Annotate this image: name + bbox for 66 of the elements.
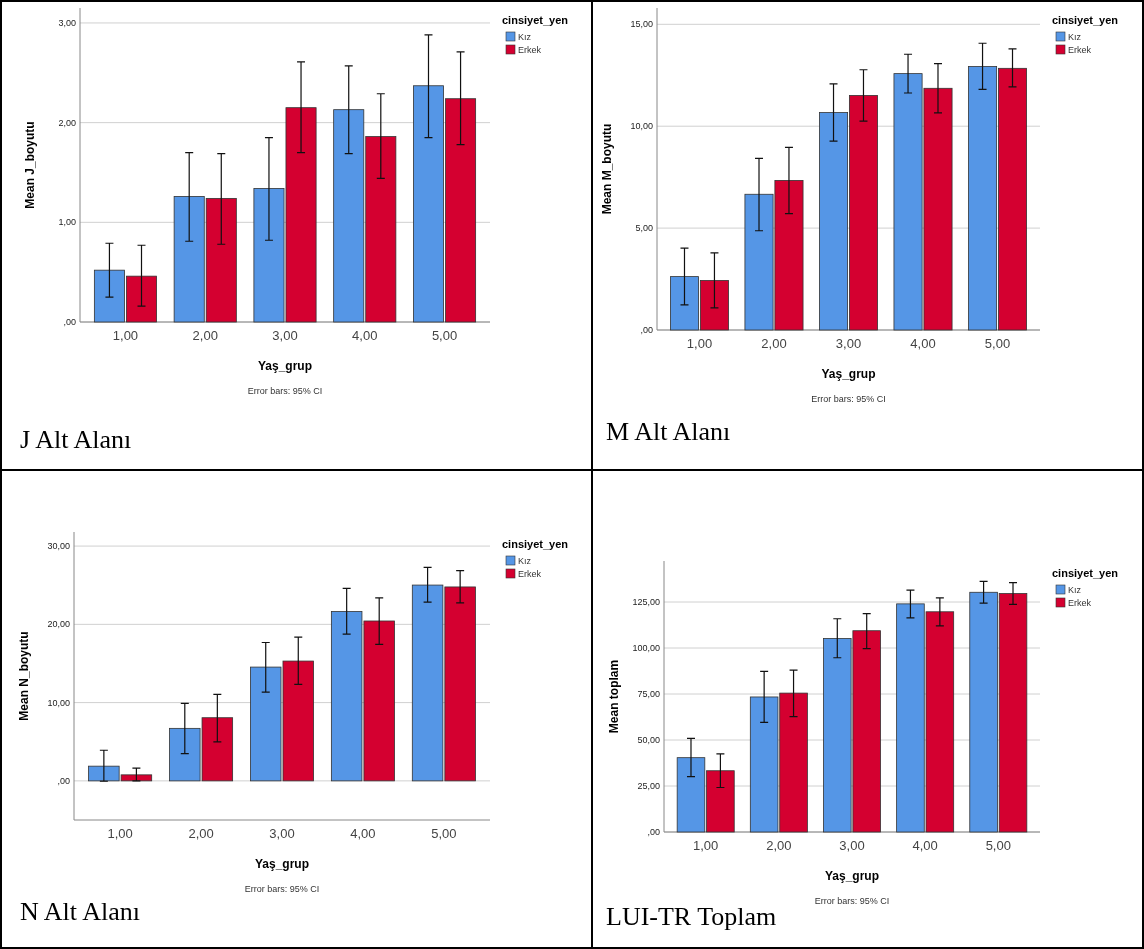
- x-tick-label: 2,00: [761, 336, 787, 351]
- x-tick-label: 1,00: [107, 826, 133, 841]
- y-tick-label: ,00: [640, 325, 653, 336]
- x-tick-label: 3,00: [269, 826, 295, 841]
- x-tick-label: 2,00: [766, 838, 792, 853]
- text: Error bars: 95% CI: [811, 394, 886, 404]
- legend-label: Erkek: [518, 569, 542, 580]
- legend-title: cinsiyet_yen: [502, 14, 569, 26]
- legend-title: cinsiyet_yen: [1052, 567, 1119, 579]
- x-tick-label: 1,00: [686, 336, 713, 351]
- x-tick-label: 3,00: [839, 838, 865, 853]
- legend-label: Kız: [1068, 585, 1082, 596]
- y-tick-label: 75,00: [637, 689, 660, 700]
- x-tick-label: 2,00: [192, 328, 218, 343]
- y-tick-label: 20,00: [47, 619, 70, 630]
- text: LUI-TR Toplam: [606, 902, 777, 931]
- legend-label: Kız: [1068, 32, 1082, 43]
- y-tick-label: 3,00: [58, 18, 76, 29]
- y-tick-label: 5,00: [635, 223, 653, 234]
- x-tick-label: 4,00: [910, 336, 936, 351]
- y-axis-title: Mean toplam: [607, 659, 621, 734]
- y-tick-label: 125,00: [632, 597, 660, 608]
- text: J Alt Alanı: [20, 425, 132, 454]
- y-tick-label: 25,00: [637, 781, 660, 792]
- y-axis-title: Mean N_boyutu: [17, 631, 31, 721]
- x-tick-label: 1,00: [112, 328, 139, 343]
- legend-label: Kız: [518, 32, 532, 43]
- y-tick-label: 50,00: [637, 735, 660, 746]
- x-axis-title: Yaş_grup: [254, 857, 310, 871]
- legend-title: cinsiyet_yen: [502, 538, 569, 550]
- x-tick-label: 4,00: [912, 838, 938, 853]
- y-axis-title: Mean M_boyutu: [600, 123, 614, 215]
- x-tick-label: 5,00: [985, 838, 1011, 853]
- y-tick-label: ,00: [57, 776, 70, 787]
- x-axis-title: Yaş_grup: [824, 869, 880, 883]
- y-tick-label: ,00: [63, 317, 76, 328]
- legend-title: cinsiyet_yen: [1052, 14, 1119, 26]
- x-axis-title: Yaş_grup: [821, 367, 876, 381]
- x-tick-label: 5,00: [431, 328, 458, 343]
- x-tick-label: 5,00: [431, 826, 457, 841]
- y-axis-title: Mean J_boyutu: [23, 121, 37, 209]
- legend-label: Erkek: [1068, 598, 1092, 609]
- y-tick-label: 100,00: [632, 643, 660, 654]
- legend-label: Erkek: [1068, 45, 1092, 56]
- legend-label: Erkek: [518, 45, 542, 56]
- x-tick-label: 4,00: [350, 826, 376, 841]
- y-tick-label: 10,00: [630, 121, 653, 132]
- x-tick-label: 5,00: [984, 336, 1011, 351]
- legend-label: Kız: [518, 556, 532, 567]
- y-tick-label: 1,00: [58, 217, 76, 228]
- text: Error bars: 95% CI: [244, 884, 320, 894]
- x-tick-label: 1,00: [693, 838, 719, 853]
- x-tick-label: 2,00: [188, 826, 214, 841]
- x-axis-title: Yaş_grup: [257, 359, 313, 373]
- text: Error bars: 95% CI: [814, 896, 890, 906]
- text: Error bars: 95% CI: [247, 386, 323, 396]
- y-tick-label: 30,00: [47, 541, 70, 552]
- text: N Alt Alanı: [20, 897, 140, 926]
- y-tick-label: 15,00: [630, 19, 653, 30]
- text: M Alt Alanı: [606, 417, 731, 446]
- y-tick-label: ,00: [647, 827, 660, 838]
- x-tick-label: 3,00: [835, 336, 862, 351]
- y-tick-label: 2,00: [58, 117, 76, 128]
- x-tick-label: 4,00: [352, 328, 378, 343]
- x-tick-label: 3,00: [272, 328, 298, 343]
- y-tick-label: 10,00: [47, 697, 70, 708]
